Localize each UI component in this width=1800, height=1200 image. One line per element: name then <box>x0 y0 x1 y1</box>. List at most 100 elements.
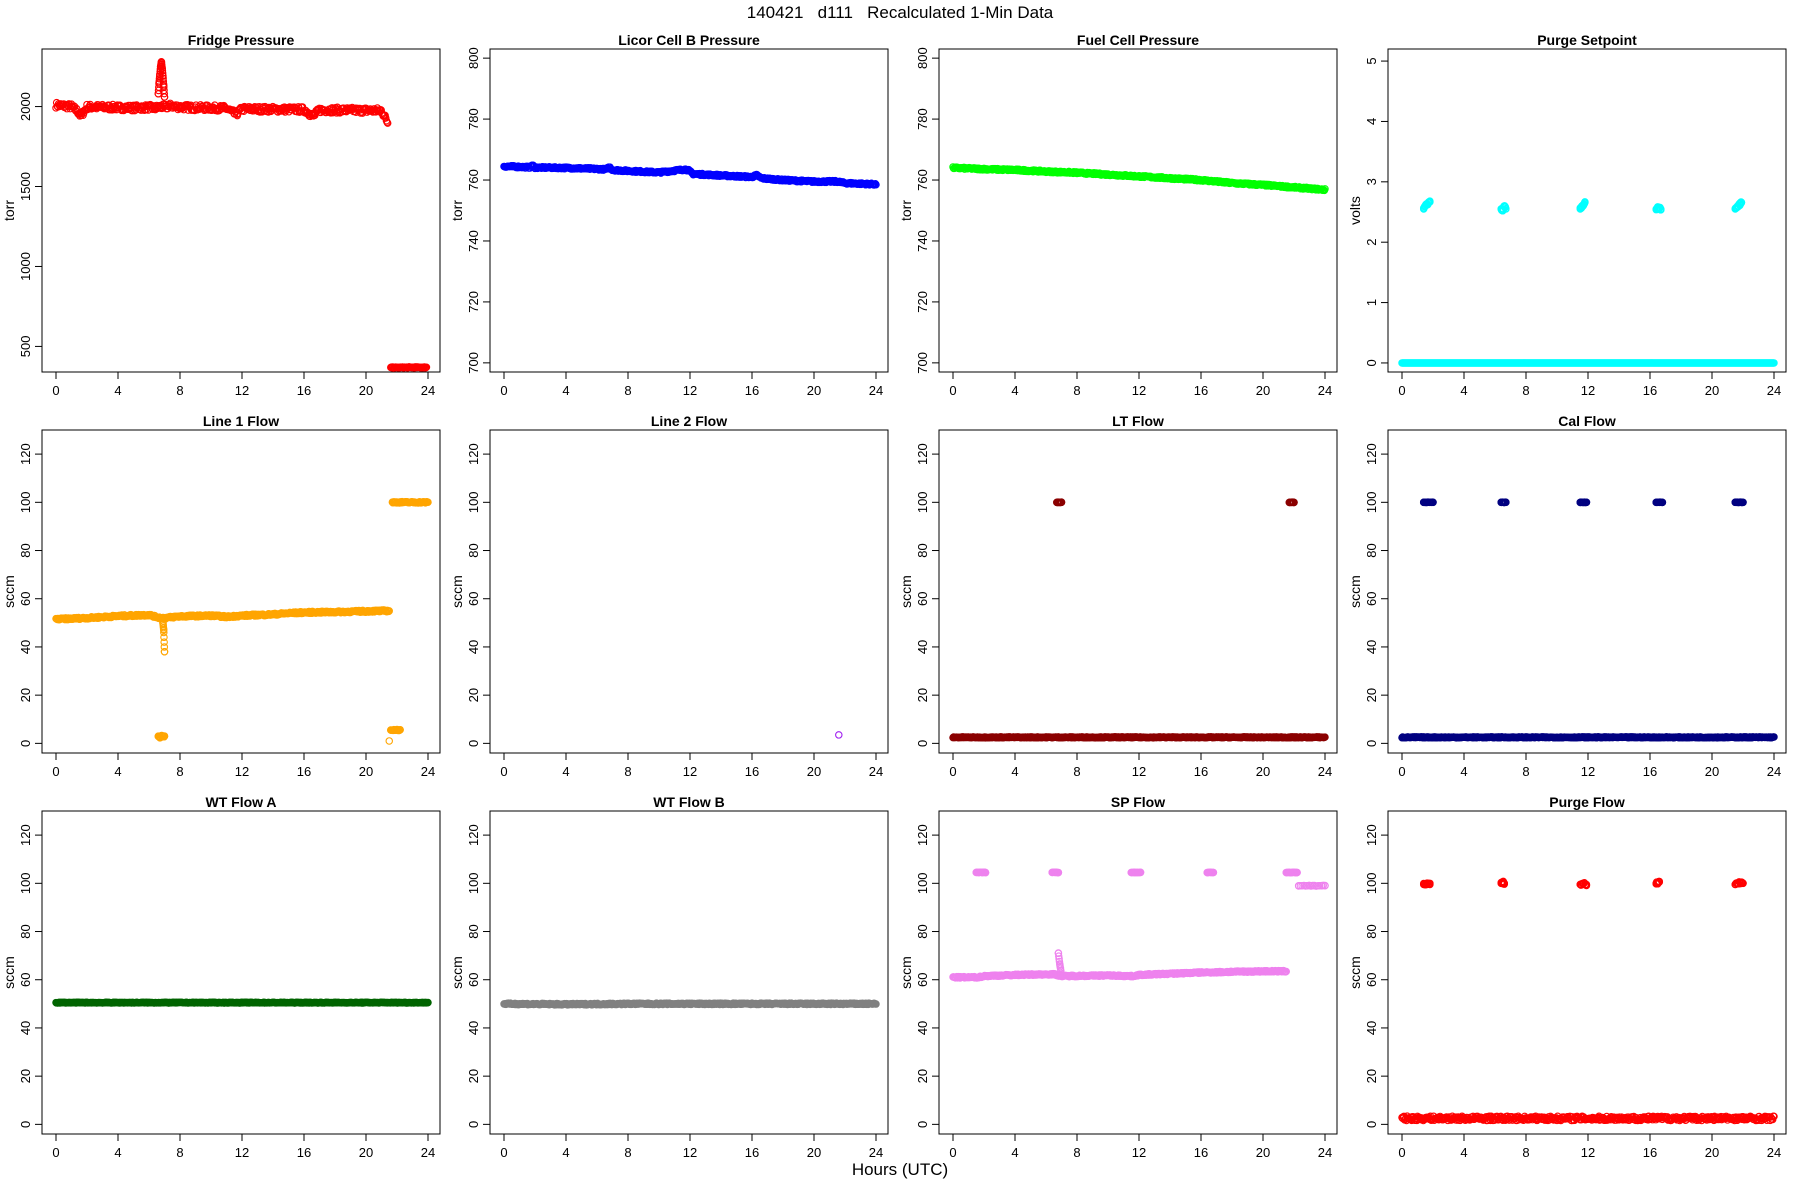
data-point <box>160 732 169 740</box>
y-axis-label: sccm <box>1347 575 1363 608</box>
panel-title: WT Flow A <box>205 794 276 810</box>
x-tick-label: 4 <box>1011 764 1018 779</box>
plot-frame <box>938 429 1338 754</box>
data-point <box>1321 185 1329 193</box>
data-point <box>424 498 432 506</box>
y-tick-label: 40 <box>915 640 930 654</box>
data-point <box>158 64 166 72</box>
y-axis-label: torr <box>449 200 465 221</box>
data-point <box>1579 498 1588 507</box>
x-tick-label: 16 <box>1643 764 1657 779</box>
data-point <box>159 82 168 90</box>
data-point <box>1734 498 1743 507</box>
x-tick-label: 0 <box>52 1145 59 1160</box>
data-point <box>159 72 167 80</box>
data-point <box>1429 498 1437 507</box>
y-tick-label: 120 <box>1364 443 1379 465</box>
y-tick-label: 40 <box>1364 640 1379 654</box>
plot-frame <box>489 48 889 373</box>
x-tick-label: 16 <box>1643 383 1657 398</box>
y-tick-label: 80 <box>915 543 930 557</box>
y-axis-label: torr <box>898 200 914 221</box>
figure-title: 140421 d111 Recalculated 1-Min Data <box>746 3 1054 22</box>
data-points <box>52 58 431 372</box>
y-tick-label: 20 <box>18 688 33 702</box>
y-tick-label: 120 <box>915 443 930 465</box>
data-points <box>52 497 432 745</box>
y-tick-label: 60 <box>18 591 33 605</box>
plot-frame <box>1387 48 1787 373</box>
panel-title: Licor Cell B Pressure <box>618 32 760 48</box>
data-point <box>1426 498 1434 507</box>
x-tick-label: 8 <box>624 764 631 779</box>
data-point <box>1582 498 1591 507</box>
y-tick-label: 700 <box>915 352 930 374</box>
panel-title: Fridge Pressure <box>188 32 295 48</box>
data-point <box>160 638 168 646</box>
y-tick-label: 120 <box>466 443 481 465</box>
x-tick-label: 4 <box>114 764 121 779</box>
x-tick-label: 20 <box>1256 383 1270 398</box>
y-tick-label: 0 <box>466 740 481 747</box>
plot-frame <box>41 48 441 373</box>
x-tick-label: 4 <box>562 764 569 779</box>
data-point <box>160 93 169 101</box>
x-tick-label: 12 <box>1132 383 1146 398</box>
data-point <box>160 633 168 642</box>
y-tick-label: 20 <box>466 688 481 702</box>
x-tick-label: 24 <box>1318 383 1332 398</box>
y-tick-label: 800 <box>915 47 930 69</box>
x-tick-label: 16 <box>745 383 759 398</box>
x-tick-label: 24 <box>1318 764 1332 779</box>
y-tick-label: 60 <box>1364 591 1379 605</box>
y-tick-label: 40 <box>18 640 33 654</box>
data-point <box>160 628 168 637</box>
y-tick-label: 0 <box>915 740 930 747</box>
x-tick-label: 0 <box>949 764 956 779</box>
x-tick-label: 8 <box>1522 764 1529 779</box>
data-point <box>871 180 880 188</box>
y-tick-label: 60 <box>18 972 33 986</box>
x-tick-label: 0 <box>52 383 59 398</box>
plot-frame <box>1387 429 1787 754</box>
plot-frame <box>489 429 889 754</box>
y-tick-label: 780 <box>915 108 930 130</box>
x-tick-label: 12 <box>683 383 697 398</box>
y-axis-label: torr <box>1 200 17 221</box>
x-tick-label: 24 <box>1767 383 1781 398</box>
x-tick-label: 8 <box>176 764 183 779</box>
x-tick-label: 16 <box>297 1145 311 1160</box>
data-point <box>1057 498 1066 507</box>
x-tick-label: 4 <box>114 383 121 398</box>
y-tick-label: 80 <box>18 924 33 938</box>
y-tick-label: 740 <box>466 230 481 252</box>
data-point <box>383 119 392 127</box>
y-tick-label: 120 <box>18 824 33 846</box>
y-tick-label: 80 <box>1364 543 1379 557</box>
y-axis-label: volts <box>1347 196 1363 225</box>
x-tick-label: 12 <box>235 383 249 398</box>
y-tick-label: 20 <box>18 1069 33 1083</box>
y-tick-label: 720 <box>915 291 930 313</box>
data-point <box>1426 197 1434 205</box>
x-tick-label: 20 <box>359 1145 373 1160</box>
data-point <box>294 103 303 111</box>
y-tick-label: 100 <box>18 491 33 513</box>
y-tick-label: 4 <box>1364 118 1379 125</box>
x-tick-label: 24 <box>869 764 883 779</box>
data-point <box>385 607 393 615</box>
y-tick-label: 0 <box>1364 359 1379 366</box>
data-point <box>1770 359 1778 367</box>
data-point <box>1737 198 1746 207</box>
y-tick-label: 20 <box>1364 688 1379 702</box>
x-tick-label: 12 <box>683 764 697 779</box>
data-point <box>835 731 843 739</box>
data-point <box>422 363 431 372</box>
data-point <box>385 737 393 745</box>
data-point <box>1652 205 1660 213</box>
x-tick-label: 0 <box>500 764 507 779</box>
x-tick-label: 8 <box>624 383 631 398</box>
